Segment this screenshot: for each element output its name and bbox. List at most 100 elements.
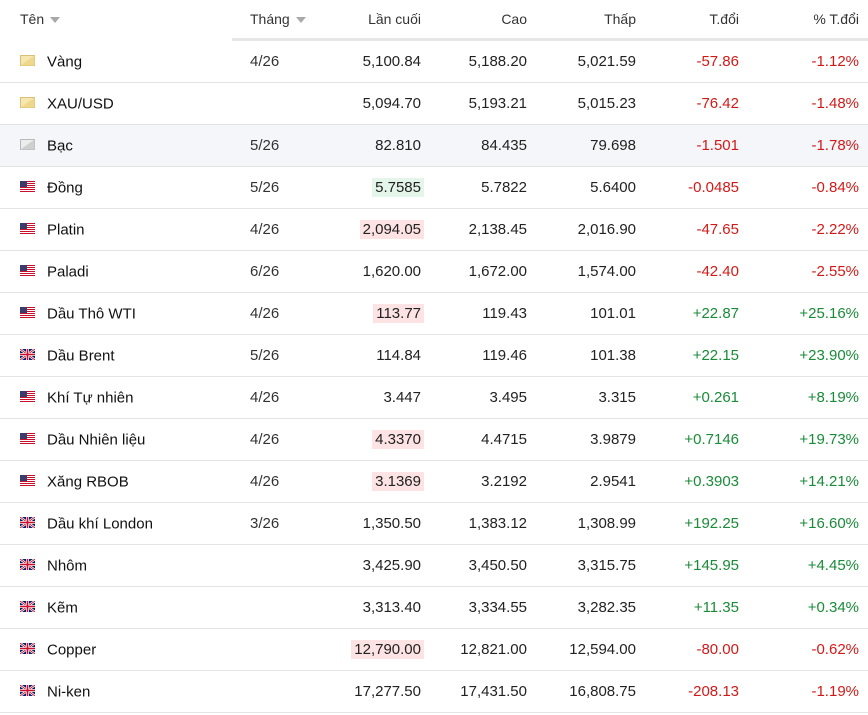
cell-high: 5,193.21	[424, 82, 530, 125]
low-price: 3,282.35	[577, 599, 636, 616]
instrument-name[interactable]: Dầu Nhiên liệu	[47, 431, 146, 449]
instrument-name[interactable]: Nhôm	[47, 557, 88, 575]
cell-change-pct: -2.55%	[742, 250, 868, 293]
instrument-name[interactable]: XAU/USD	[47, 95, 114, 113]
column-header-low[interactable]: Thấp	[530, 0, 639, 41]
cell-name[interactable]: Khí Tự nhiên	[0, 376, 232, 419]
change-value: +22.87	[692, 305, 739, 322]
low-price: 1,574.00	[577, 263, 636, 280]
cell-last: 1,620.00	[328, 250, 424, 293]
table-row[interactable]: XAU/USD 5,094.70 5,193.21 5,015.23 -76.42 -1.…	[0, 82, 868, 125]
cell-change: +22.15	[639, 334, 742, 377]
table-row[interactable]: Xăng RBOB 4/26 3.1369 3.2192 2.9541 +0.3903 +1…	[0, 460, 868, 503]
cell-high: 2,138.45	[424, 208, 530, 251]
column-header-change-pct[interactable]: % T.đổi	[742, 0, 868, 41]
low-price: 16,808.75	[569, 683, 636, 700]
change-value: -1.501	[696, 137, 739, 154]
column-header-change[interactable]: T.đổi	[639, 0, 742, 41]
table-row[interactable]: Vàng 4/26 5,100.84 5,188.20 5,021.59 -57.86 -1…	[0, 39, 868, 83]
instrument-name[interactable]: Copper	[47, 641, 97, 659]
cell-low: 3,282.35	[530, 586, 639, 629]
instrument-name[interactable]: Dầu Brent	[47, 347, 115, 365]
instrument-name[interactable]: Vàng	[47, 53, 83, 71]
column-header-high[interactable]: Cao	[424, 0, 530, 41]
cell-last: 5,094.70	[328, 82, 424, 125]
instrument-name[interactable]: Bạc	[47, 137, 73, 155]
cell-change-pct: +14.21%	[742, 460, 868, 503]
cell-low: 3.9879	[530, 418, 639, 461]
high-price: 5.7822	[481, 179, 527, 196]
low-price: 101.38	[590, 347, 636, 364]
cell-change-pct: -1.12%	[742, 39, 868, 83]
change-percent: +16.60%	[799, 515, 859, 532]
table-row[interactable]: Ni-ken 17,277.50 17,431.50 16,808.75 -208.13…	[0, 670, 868, 713]
column-header-last[interactable]: Lần cuối	[328, 0, 424, 41]
cell-name[interactable]: Kẽm	[0, 586, 232, 629]
cell-change: +11.35	[639, 586, 742, 629]
cell-high: 4.4715	[424, 418, 530, 461]
low-price: 2.9541	[590, 473, 636, 490]
cell-name[interactable]: Xăng RBOB	[0, 460, 232, 503]
table-row[interactable]: Dầu Brent 5/26 114.84 119.46 101.38 +22.15 +23…	[0, 334, 868, 377]
table-row[interactable]: Đồng 5/26 5.7585 5.7822 5.6400 -0.0485 -0.84%	[0, 166, 868, 209]
cell-last: 3.1369	[328, 460, 424, 503]
instrument-name[interactable]: Paladi	[47, 263, 89, 281]
table-row[interactable]: Bạc 5/26 82.810 84.435 79.698 -1.501 -1.78%	[0, 124, 868, 167]
cell-name[interactable]: Dầu Thô WTI	[0, 292, 232, 335]
us-flag-icon	[20, 389, 35, 406]
table-row[interactable]: Platin 4/26 2,094.05 2,138.45 2,016.90 -47.65…	[0, 208, 868, 251]
cell-month: 4/26	[232, 418, 328, 461]
gold-icon	[20, 95, 35, 112]
cell-month: 5/26	[232, 124, 328, 167]
instrument-name[interactable]: Xăng RBOB	[47, 473, 129, 491]
table-row[interactable]: Dầu Nhiên liệu 4/26 4.3370 4.4715 3.9879 +0.7…	[0, 418, 868, 461]
table-row[interactable]: Dầu Thô WTI 4/26 113.77 119.43 101.01 +22.87 +…	[0, 292, 868, 335]
instrument-name[interactable]: Khí Tự nhiên	[47, 389, 134, 407]
table-row[interactable]: Dầu khí London 3/26 1,350.50 1,383.12 1,308.…	[0, 502, 868, 545]
cell-high: 5.7822	[424, 166, 530, 209]
table-row[interactable]: Copper 12,790.00 12,821.00 12,594.00 -80.00 -…	[0, 628, 868, 671]
cell-name[interactable]: XAU/USD	[0, 82, 232, 125]
cell-name[interactable]: Copper	[0, 628, 232, 671]
cell-change: +0.3903	[639, 460, 742, 503]
change-percent: -1.48%	[811, 95, 859, 112]
cell-name[interactable]: Bạc	[0, 124, 232, 167]
cell-name[interactable]: Đồng	[0, 166, 232, 209]
instrument-name[interactable]: Đồng	[47, 179, 83, 197]
low-price: 79.698	[590, 137, 636, 154]
change-value: -0.0485	[688, 179, 739, 196]
cell-name[interactable]: Paladi	[0, 250, 232, 293]
instrument-name[interactable]: Platin	[47, 221, 85, 239]
instrument-name[interactable]: Dầu Thô WTI	[47, 305, 136, 323]
instrument-name[interactable]: Dầu khí London	[47, 515, 153, 533]
instrument-name[interactable]: Ni-ken	[47, 683, 91, 701]
cell-name[interactable]: Platin	[0, 208, 232, 251]
column-header-name[interactable]: Tên	[0, 0, 232, 41]
table-row[interactable]: Kẽm 3,313.40 3,334.55 3,282.35 +11.35 +0.34%	[0, 586, 868, 629]
low-price: 101.01	[590, 305, 636, 322]
table-row[interactable]: Nhôm 3,425.90 3,450.50 3,315.75 +145.95 +4.45…	[0, 544, 868, 587]
high-price: 1,383.12	[468, 515, 527, 532]
cell-name[interactable]: Dầu Nhiên liệu	[0, 418, 232, 461]
cell-name[interactable]: Ni-ken	[0, 670, 232, 713]
cell-name[interactable]: Dầu khí London	[0, 502, 232, 545]
cell-name[interactable]: Dầu Brent	[0, 334, 232, 377]
table-row[interactable]: Khí Tự nhiên 4/26 3.447 3.495 3.315 +0.261 +8.…	[0, 376, 868, 419]
cell-name[interactable]: Vàng	[0, 39, 232, 83]
cell-change: -76.42	[639, 82, 742, 125]
cell-low: 2.9541	[530, 460, 639, 503]
instrument-name[interactable]: Kẽm	[47, 599, 78, 617]
column-header-month[interactable]: Tháng	[232, 0, 328, 41]
change-percent: +8.19%	[807, 389, 859, 406]
cell-name[interactable]: Nhôm	[0, 544, 232, 587]
change-value: +11.35	[693, 599, 739, 616]
cell-change: -42.40	[639, 250, 742, 293]
high-price: 2,138.45	[468, 221, 527, 238]
change-percent: -1.19%	[811, 683, 859, 700]
high-price: 3,450.50	[468, 557, 527, 574]
low-price: 5,015.23	[577, 95, 636, 112]
cell-last: 113.77	[328, 292, 424, 335]
last-price: 5,094.70	[362, 95, 421, 112]
cell-change: -0.0485	[639, 166, 742, 209]
table-row[interactable]: Paladi 6/26 1,620.00 1,672.00 1,574.00 -42.40…	[0, 250, 868, 293]
